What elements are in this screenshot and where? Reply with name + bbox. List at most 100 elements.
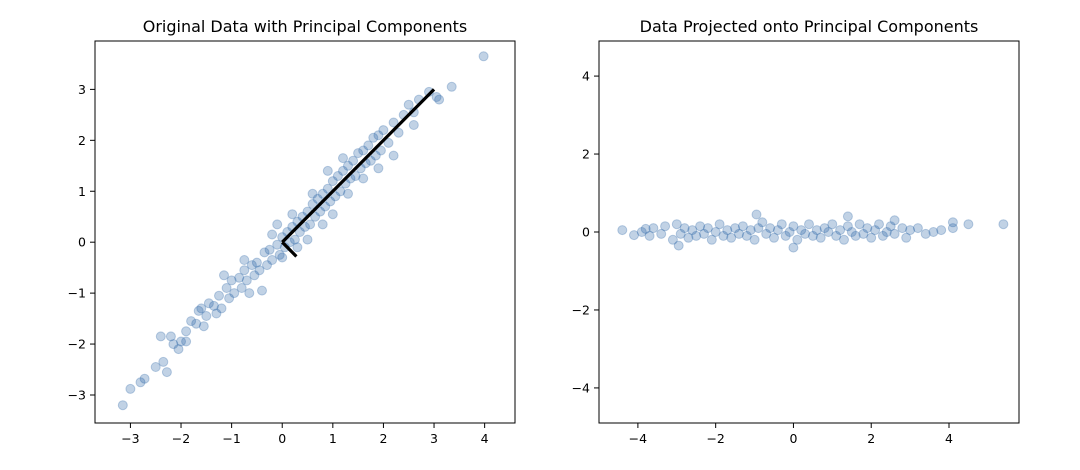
scatter-point xyxy=(912,223,923,234)
scatter-point xyxy=(695,221,706,232)
scatter-point xyxy=(221,283,232,293)
scatter-point xyxy=(203,298,214,309)
scatter-point xyxy=(284,237,295,248)
scatter-point xyxy=(226,275,237,286)
scatter-point xyxy=(881,227,892,237)
scatter-point xyxy=(191,318,202,329)
scatter-point xyxy=(272,239,283,250)
scatter-point xyxy=(378,125,389,136)
scatter-point xyxy=(368,132,379,143)
scatter-point xyxy=(267,255,278,265)
scatter-point xyxy=(370,150,381,161)
scatter-point xyxy=(726,232,737,243)
scatter-point xyxy=(403,99,414,110)
y-tick-label: 0 xyxy=(582,225,590,240)
x-tick-label: −4 xyxy=(629,431,647,446)
scatter-point xyxy=(292,242,303,253)
scatter-point xyxy=(796,225,807,236)
scatter-points xyxy=(117,51,489,411)
y-axis-ticks: −3 −2 −1 0 1 2 3 xyxy=(68,82,95,402)
scatter-point xyxy=(244,288,255,299)
scatter-point xyxy=(640,223,651,234)
scatter-point xyxy=(322,183,333,194)
chart-original-data: Original Data with Principal Components … xyxy=(68,17,516,446)
scatter-point xyxy=(348,155,359,166)
x-tick-label: −3 xyxy=(121,431,139,446)
scatter-point xyxy=(198,321,209,332)
scatter-point xyxy=(741,230,752,241)
x-tick-label: 0 xyxy=(278,431,286,446)
x-tick-label: 2 xyxy=(867,431,875,446)
scatter-point xyxy=(714,219,725,230)
scatter-point xyxy=(889,228,900,239)
scatter-point xyxy=(947,223,958,234)
scatter-point xyxy=(478,51,489,62)
scatter-point xyxy=(683,232,694,243)
scatter-point xyxy=(338,153,348,164)
scatter-point xyxy=(776,219,787,230)
scatter-point xyxy=(249,270,260,281)
scatter-point xyxy=(117,400,128,411)
scatter-point xyxy=(819,223,830,234)
scatter-point xyxy=(792,234,803,245)
x-tick-label: 0 xyxy=(789,431,797,446)
y-tick-label: 1 xyxy=(78,184,86,199)
scatter-point xyxy=(804,219,814,230)
scatter-point xyxy=(287,209,298,220)
x-tick-label: 3 xyxy=(430,431,438,446)
scatter-point xyxy=(784,227,795,237)
scatter-point xyxy=(671,219,682,230)
scatter-point xyxy=(722,225,733,236)
scatter-point xyxy=(234,272,245,283)
scatter-point xyxy=(862,223,873,234)
scatter-point xyxy=(343,160,353,171)
scatter-point xyxy=(335,186,346,197)
y-tick-label: −4 xyxy=(572,380,590,395)
scatter-point xyxy=(772,225,783,236)
scatter-point xyxy=(679,223,690,234)
scatter-point xyxy=(373,130,384,141)
scatter-point xyxy=(408,120,419,130)
x-tick-label: −1 xyxy=(222,431,240,446)
scatter-point xyxy=(257,285,267,296)
principal-component-line xyxy=(281,241,298,258)
scatter-point xyxy=(644,230,655,241)
scatter-point xyxy=(842,221,853,232)
scatter-point xyxy=(365,155,376,166)
scatter-point xyxy=(327,209,338,220)
x-tick-label: 2 xyxy=(379,431,387,446)
scatter-point xyxy=(675,228,686,239)
scatter-point xyxy=(317,188,328,199)
scatter-point xyxy=(259,247,270,258)
scatter-point xyxy=(150,362,161,372)
scatter-point xyxy=(294,227,305,237)
scatter-point xyxy=(788,221,799,232)
scatter-point xyxy=(135,377,146,388)
scatter-point xyxy=(800,228,811,239)
scatter-point xyxy=(718,230,729,241)
scatter-point xyxy=(788,242,799,253)
y-tick-label: 4 xyxy=(582,69,590,84)
scatter-point xyxy=(332,171,343,181)
scatter-point xyxy=(897,223,908,234)
scatter-point xyxy=(687,225,698,236)
scatter-point xyxy=(219,270,229,281)
scatter-point xyxy=(765,223,776,234)
scatter-point xyxy=(254,265,265,276)
scatter-point xyxy=(706,234,717,245)
scatter-point xyxy=(375,145,386,156)
scatter-point xyxy=(307,199,318,209)
scatter-point xyxy=(193,305,204,316)
scatter-point xyxy=(327,176,338,187)
scatter-point xyxy=(388,117,399,128)
scatter-point xyxy=(807,230,818,241)
scatter-point xyxy=(753,223,764,234)
scatter-point xyxy=(673,240,684,251)
scatter-point xyxy=(236,283,247,293)
scatter-point xyxy=(358,173,369,184)
scatter-point xyxy=(889,215,900,226)
scatter-point xyxy=(761,228,772,239)
scatter-point xyxy=(710,227,721,237)
scatter-point xyxy=(667,234,678,245)
